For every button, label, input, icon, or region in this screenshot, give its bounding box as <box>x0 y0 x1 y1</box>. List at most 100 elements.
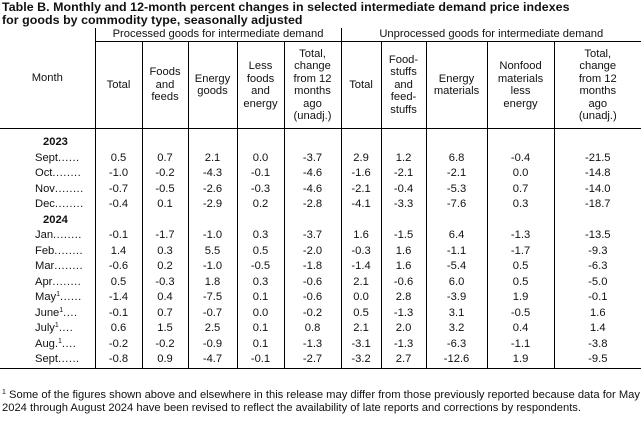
value-cell-u-energy: 3.1 <box>425 305 488 321</box>
table-row: Nov........ -0.7 -0.5 -2.6 -0.3 -4.6 -2.1 -0.4-… <box>0 181 641 197</box>
header-line: change <box>294 60 331 72</box>
table-row: Apr........ 0.5 -0.3 1.8 0.3 -0.6 2.1 -0.6 6.0 0.… <box>0 274 641 290</box>
month-header: Month <box>0 28 95 129</box>
empty-cell <box>425 128 488 151</box>
header-line: stuffs <box>390 103 417 116</box>
value-cell-u-total: 0.0 <box>340 290 382 306</box>
footnote-ref: 1 <box>56 291 61 298</box>
month-cell: Nov........ <box>35 182 84 195</box>
month-cell: Oct........ <box>35 167 82 179</box>
value-cell-u-total: 2.9 <box>340 150 382 166</box>
value-cell-p-foods: -0.3 <box>141 274 188 290</box>
value-cell-u-12mo: -14.8 <box>553 166 641 182</box>
value-cell-p-less: 0.3 <box>236 228 284 244</box>
table-title: Table B. Monthly and 12-month percent ch… <box>2 1 570 26</box>
header-line: Less <box>248 60 273 72</box>
month-cell: Dec........ <box>35 198 84 210</box>
value-cell-p-total: 1.4 <box>94 243 142 259</box>
value-cell-u-nonfood: 0.5 <box>486 274 555 290</box>
value-cell-p-energy: -4.7 <box>187 352 237 369</box>
value-cell-u-total: 2.1 <box>340 274 382 290</box>
value-cell-p-total: -0.2 <box>94 336 142 352</box>
leader-dots: ........ <box>54 260 84 272</box>
value-cell-p-energy: -0.7 <box>187 305 237 321</box>
leader-dots: ...... <box>58 353 80 365</box>
header-line: and <box>155 78 175 91</box>
leader-dots: ........ <box>54 182 84 195</box>
table-row: Aug.1.... -0.2 -0.2 -0.9 0.1 -1.3 -3.1 -1.3 -6.3… <box>0 336 641 352</box>
header-line: change <box>579 60 617 72</box>
value-cell-p-total: -0.1 <box>94 228 142 244</box>
table-row: Sept...... -0.8 0.9 -4.7 -0.1 -2.7 -3.2 2.7 -12.… <box>0 352 641 369</box>
table-row: Jan........ -0.1 -1.7 -1.0 0.3 -3.7 1.6 -1.5 6.4… <box>0 228 641 244</box>
header-line: Energy <box>438 72 475 85</box>
empty-cell <box>380 212 427 228</box>
value-cell-p-less: -0.1 <box>236 166 284 182</box>
header-line: energy <box>243 97 278 110</box>
footnote-ref: 1 <box>59 306 64 314</box>
table-row: Feb........ 1.4 0.3 5.5 0.5 -2.0 -0.3 1.6 -1.1 -1… <box>0 243 641 259</box>
value-cell-p-total: 0.5 <box>94 274 142 290</box>
value-cell-u-total: -3.1 <box>340 336 382 352</box>
value-cell-u-12mo: 1.6 <box>553 305 641 321</box>
value-cell-u-nonfood: -1.3 <box>486 228 555 244</box>
value-cell-p-less: 0.1 <box>236 290 284 306</box>
value-cell-p-total: -1.0 <box>94 166 142 182</box>
value-cell-p-foods: 0.7 <box>141 305 188 321</box>
value-cell-p-12mo: -0.6 <box>283 274 342 290</box>
value-cell-p-foods: 0.3 <box>141 243 188 259</box>
value-cell-p-energy: -1.0 <box>187 259 237 275</box>
month-cell: Feb........ <box>35 244 84 257</box>
value-cell-u-nonfood: -0.5 <box>486 305 555 321</box>
header-line: less <box>510 85 531 97</box>
value-cell-p-energy: -7.5 <box>187 290 237 306</box>
month-cell: Sept...... <box>35 151 80 164</box>
month-cell: May1...... <box>35 291 82 303</box>
value-cell-p-foods: 0.4 <box>141 290 188 306</box>
header-line: Foods <box>149 66 181 79</box>
value-cell-p-less: -0.1 <box>236 352 284 369</box>
value-cell-p-12mo: -1.8 <box>283 259 342 275</box>
value-cell-p-12mo: -4.6 <box>283 181 342 197</box>
leader-dots: ........ <box>54 244 84 257</box>
value-cell-p-less: 0.0 <box>236 305 284 321</box>
col-header-energy-materials: Energy materials <box>425 41 488 129</box>
leader-dots: .... <box>63 306 78 319</box>
value-cell-u-food: -1.5 <box>380 228 427 244</box>
empty-cell <box>425 212 488 228</box>
value-cell-p-total: -0.8 <box>94 352 142 369</box>
value-cell-u-12mo: -9.3 <box>553 243 641 259</box>
leader-dots: ........ <box>52 167 82 179</box>
value-cell-p-energy: 2.5 <box>187 321 237 337</box>
header-line: Total, <box>299 47 326 60</box>
value-cell-u-energy: -3.9 <box>425 290 488 306</box>
value-cell-p-12mo: 0.8 <box>283 321 342 337</box>
header-line: goods <box>197 85 228 97</box>
value-cell-u-energy: 6.8 <box>425 150 488 166</box>
value-cell-p-foods: 0.9 <box>141 352 188 369</box>
value-cell-p-foods: -0.5 <box>141 181 188 197</box>
value-cell-u-energy: -5.4 <box>425 259 488 275</box>
header-line: and <box>251 85 270 97</box>
value-cell-u-energy: 6.0 <box>425 274 488 290</box>
leader-dots: ........ <box>54 198 84 210</box>
value-cell-u-12mo: -13.5 <box>553 228 641 244</box>
leader-dots: ...... <box>60 291 82 303</box>
value-cell-u-food: 2.8 <box>380 290 427 306</box>
value-cell-p-12mo: -2.8 <box>283 197 342 213</box>
month-cell: July1.... <box>35 322 74 334</box>
leader-dots: .... <box>61 337 77 350</box>
value-cell-u-food: 1.6 <box>380 243 427 259</box>
leader-dots: ........ <box>52 275 82 288</box>
empty-cell <box>553 212 641 228</box>
value-cell-u-nonfood: 0.7 <box>486 181 555 197</box>
value-cell-u-energy: -6.3 <box>425 336 488 352</box>
value-cell-u-total: -0.3 <box>340 243 382 259</box>
header-line: from 12 <box>293 72 332 85</box>
month-cell: Mar........ <box>35 260 84 272</box>
processed-group-header: Processed goods for intermediate demand <box>94 28 342 42</box>
value-cell-p-energy: -1.0 <box>187 228 237 244</box>
table-row: Sept...... 0.5 0.7 2.1 0.0 -3.7 2.9 1.2 6.8 -0.4-… <box>0 150 641 166</box>
empty-cell <box>187 128 237 151</box>
col-header-processed-total: Total <box>94 41 142 129</box>
